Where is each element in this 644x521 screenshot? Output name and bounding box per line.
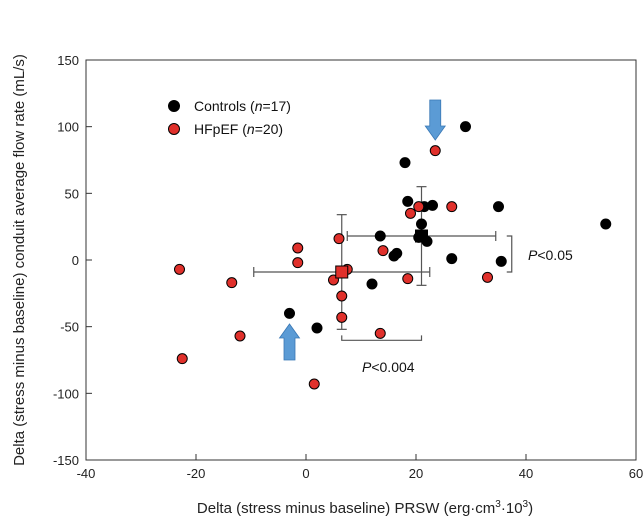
y-tick-label: 150 <box>57 53 79 68</box>
point-hfpef <box>429 145 441 157</box>
point-hfpef <box>292 242 304 254</box>
point-hfpef <box>405 207 416 219</box>
point-controls <box>374 230 386 242</box>
point-controls <box>388 250 400 262</box>
point-controls <box>495 255 507 267</box>
arrow-up <box>278 323 301 361</box>
x-tick-label: 20 <box>409 466 423 481</box>
bracket-x <box>341 335 423 341</box>
p-value-x: P<0.004 <box>362 359 415 375</box>
point-hfpef <box>176 353 188 365</box>
point-controls <box>284 307 295 319</box>
point-hfpef <box>374 327 386 339</box>
y-tick-label: 0 <box>72 253 79 268</box>
x-tick-label: 60 <box>629 466 643 481</box>
mean-markers <box>335 229 428 279</box>
legend-label-controls: Controls (n=17) <box>194 98 291 114</box>
legend-label-hfpef: HFpEF (n=20) <box>194 121 283 137</box>
point-hfpef <box>226 277 238 289</box>
x-tick-label: 40 <box>519 466 533 481</box>
point-hfpef <box>292 257 304 269</box>
y-tick-label: -150 <box>53 453 79 468</box>
significance-brackets <box>341 235 513 341</box>
y-tick-label: -50 <box>60 320 79 335</box>
highlight-arrows <box>278 99 447 361</box>
point-controls <box>460 121 471 133</box>
point-hfpef <box>482 271 493 283</box>
point-hfpef <box>336 290 348 302</box>
point-hfpef <box>174 263 185 275</box>
point-controls <box>311 322 323 334</box>
point-hfpef <box>446 201 458 213</box>
x-tick-label: -20 <box>187 466 206 481</box>
mean-controls <box>415 229 428 243</box>
y-tick-label: 50 <box>65 186 79 201</box>
point-hfpef <box>377 245 389 257</box>
y-axis-title: Delta (stress minus baseline) conduit av… <box>11 54 28 466</box>
point-hfpef <box>402 273 414 285</box>
point-controls <box>366 278 378 290</box>
point-hfpef <box>308 378 320 390</box>
arrow-down <box>424 99 447 141</box>
y-tick-label: -100 <box>53 386 79 401</box>
point-controls <box>402 195 414 207</box>
point-hfpef <box>336 311 348 323</box>
point-controls <box>600 218 612 230</box>
tick-labels: -40 -20 0 20 40 60 -150 -100 -50 0 50 100 150 <box>53 53 643 481</box>
point-hfpef <box>234 330 246 342</box>
point-controls <box>493 201 504 213</box>
p-value-y: P<0.05 <box>528 247 573 263</box>
x-tick-label: 0 <box>302 466 309 481</box>
x-axis-title: Delta (stress minus baseline) PRSW (erg·… <box>197 499 533 517</box>
y-tick-label: 100 <box>57 120 79 135</box>
point-controls <box>399 157 411 169</box>
mean-hfpef <box>335 265 349 279</box>
point-controls <box>416 218 427 230</box>
x-tick-label: -40 <box>77 466 96 481</box>
legend-marker-controls <box>168 100 180 112</box>
bracket-y <box>506 235 513 273</box>
axis-ticks <box>85 59 637 461</box>
point-hfpef <box>413 201 425 213</box>
legend: Controls (n=17) HFpEF (n=20) <box>168 98 291 137</box>
legend-marker-hfpef <box>168 123 180 135</box>
point-controls <box>446 253 458 265</box>
point-hfpef <box>333 233 345 245</box>
